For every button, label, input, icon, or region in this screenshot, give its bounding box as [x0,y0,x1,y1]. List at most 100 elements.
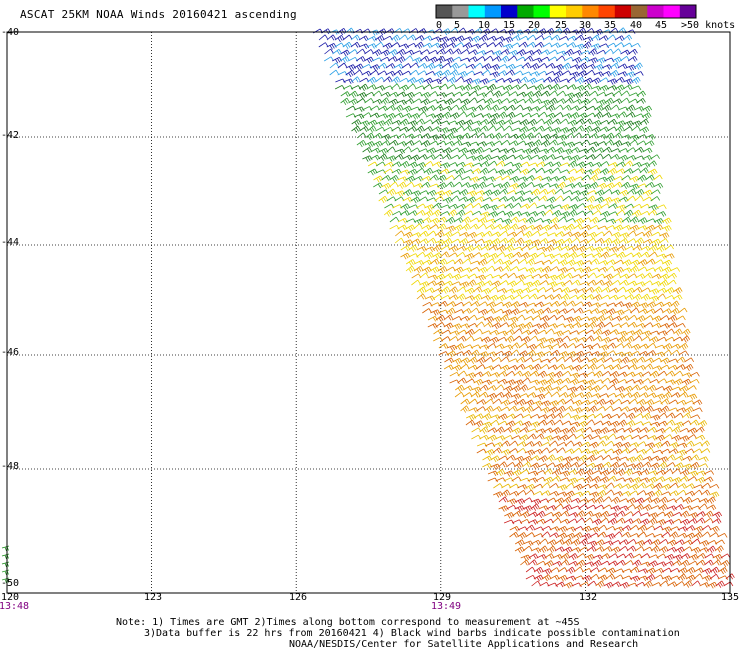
wind-barb [433,337,444,342]
wind-barb [412,98,423,104]
wind-barb [479,167,489,175]
wind-barb [429,183,440,189]
legend-swatch [452,5,469,18]
wind-barb [589,526,601,533]
wind-barb [372,49,382,57]
wind-barb [542,344,554,351]
wind-barb [1,545,10,552]
wind-barb [473,113,485,118]
wind-barb [536,510,546,519]
wind-barb [524,357,534,363]
wind-barb [527,118,538,127]
wind-barb [546,545,557,553]
wind-barb [669,267,681,272]
wind-barb [666,462,676,468]
wind-barb [510,84,521,91]
wind-barb [576,559,586,568]
legend-swatch [501,5,518,18]
wind-barb [519,126,529,134]
wind-barb [402,196,413,203]
wind-barb [364,132,375,141]
wind-barb [647,435,658,441]
wind-barb [462,36,474,42]
wind-barb [670,392,681,398]
wind-barb [631,470,643,477]
wind-barb [706,496,716,504]
wind-barb [401,113,413,119]
wind-barb [441,69,451,77]
lon-label-120: 120 [0,592,20,603]
wind-barb [541,265,552,274]
wind-barb [662,349,672,356]
wind-barb [618,148,629,153]
wind-barb [575,76,585,85]
wind-barb [615,209,626,216]
wind-barb [582,309,593,315]
wind-barb [516,133,527,141]
wind-barb [393,63,404,70]
wind-barb [635,323,646,329]
wind-barb [324,48,334,55]
wind-barb [423,77,434,85]
wind-barb [538,154,549,162]
wind-barb [664,244,674,251]
wind-barb [613,176,624,181]
wind-barb [567,477,578,484]
wind-barb [518,342,529,349]
wind-barb [530,462,540,470]
wind-barb [672,294,683,301]
wind-barb [505,420,516,428]
wind-barb [402,154,413,161]
wind-barb [572,132,583,139]
wind-barb [435,230,445,238]
wind-barb [598,35,609,42]
wind-barb [601,64,613,70]
wind-barb [372,90,382,97]
wind-barb [430,36,442,42]
wind-barb [567,76,577,83]
wind-barb [660,405,670,413]
wind-barb [458,196,469,203]
wind-barb [546,454,556,462]
wind-barb [473,378,484,386]
wind-barb [519,427,529,433]
wind-barb [637,225,648,231]
wind-barb [652,489,663,497]
wind-barb [496,288,508,294]
wind-barb [554,455,565,463]
wind-barb [703,470,715,475]
wind-barb [470,391,481,398]
wind-barb [318,42,329,48]
wind-barb [611,273,622,279]
wind-barb [616,251,626,259]
wind-barb [590,308,600,314]
wind-barb [491,280,502,288]
wind-barb [533,533,544,538]
wind-barb [569,337,580,343]
wind-barb [537,370,547,379]
wind-barb [475,231,486,238]
wind-barb [584,253,595,259]
wind-barb [557,484,568,491]
wind-barb [495,426,505,434]
wind-barb [602,504,613,510]
wind-barb [583,517,594,524]
wind-barb [594,105,604,113]
wind-barb [582,351,593,356]
wind-barb [386,155,397,162]
wind-barb [507,272,517,279]
wind-barb [436,140,447,146]
wind-barb [633,71,644,76]
wind-barb [527,167,538,174]
wind-barb [685,525,696,531]
wind-barb [476,132,487,139]
wind-barb [617,419,627,427]
wind-barb [608,512,619,518]
wind-barb [566,42,577,48]
wind-barb [626,504,636,510]
wind-barb [411,232,422,238]
wind-barb [605,175,616,183]
wind-barb [574,34,585,41]
wind-barb [688,554,699,561]
wind-barb [579,281,590,287]
